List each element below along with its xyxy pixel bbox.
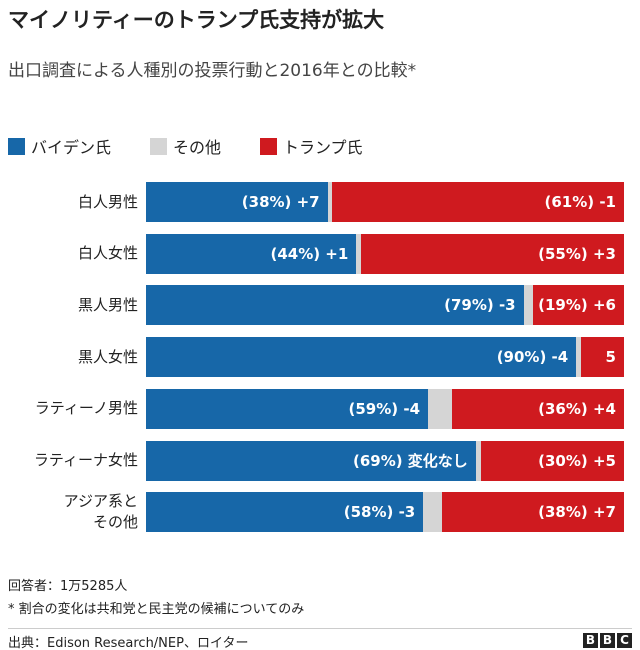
bar-segment [480,440,624,481]
chart-subtitle: 出口調査による人種別の投票行動と2016年との比較* [8,61,417,81]
legend-swatch [260,137,277,155]
data-label: (38%) +7 [241,193,320,211]
bar-segment [475,440,481,481]
data-label: (59%) -4 [348,399,421,418]
source: 出典：Edison Research/NEP、ロイター [8,636,249,650]
data-label: (44%) +1 [270,244,349,263]
bar-segment [442,492,624,533]
bar-segment [146,440,476,481]
data-label: (38%) +7 [538,503,616,522]
bar-segment [327,182,333,222]
logo: B B C [583,633,632,648]
legend-label: バイデン氏 [31,138,112,157]
bar-segment [146,492,424,533]
y-tick-label: 白人女性 [77,244,138,263]
data-label: (90%) -4 [496,348,569,367]
data-label: (30%) +5 [538,451,616,470]
bar-segment [146,388,429,429]
legend-item: バイデン氏 [8,134,111,158]
bar-segment [580,337,624,378]
y-tick-label: ラティーナ女性 [33,451,138,469]
bar-segment [523,285,534,326]
y-tick-label: 黒人男性 [77,295,138,314]
data-label: (69%) 変化なし [352,452,468,470]
data-label: 5 [605,348,616,367]
bar-segment [423,492,443,533]
bar-segment [361,233,624,274]
bar-segment [146,182,328,222]
legend-swatch [8,137,25,155]
legend-item: トランプ氏 [260,134,363,158]
data-label: (19%) +6 [538,296,616,315]
bar-segment [576,337,581,378]
bar-segment [332,182,624,222]
bar-segment [146,233,357,274]
data-label: (58%) -3 [343,503,416,522]
legend-label: トランプ氏 [283,138,363,157]
logo-letter: C [617,633,632,648]
y-tick-label: アジア系と その他 [63,492,138,532]
note: * 割合の変化は共和党と民主党の候補についてのみ [8,602,305,617]
y-tick-label: 黒人女性 [77,347,138,366]
y-tick-label: ラティーノ男性 [34,399,138,418]
logo-letter: B [583,633,598,648]
bar-segment [428,388,452,429]
note: 回答者：1万5285人 [8,579,128,594]
divider [8,628,632,629]
data-label: (55%) +3 [538,244,616,263]
y-tick-label: 白人男性 [77,192,138,211]
bar-segment [533,285,624,326]
legend-label: その他 [173,138,222,157]
legend-swatch [150,137,167,155]
logo-letter: B [600,633,615,648]
bar-segment [146,285,524,326]
bar-segment [451,388,624,429]
bar-segment [356,233,362,274]
data-label: (61%) -1 [544,193,616,211]
bar-segment [146,337,577,378]
legend-item: その他 [150,134,221,158]
data-label: (79%) -3 [444,296,516,315]
data-label: (36%) +4 [538,399,616,418]
chart-title: マイノリティーのトランプ氏支持が拡大 [8,8,385,32]
